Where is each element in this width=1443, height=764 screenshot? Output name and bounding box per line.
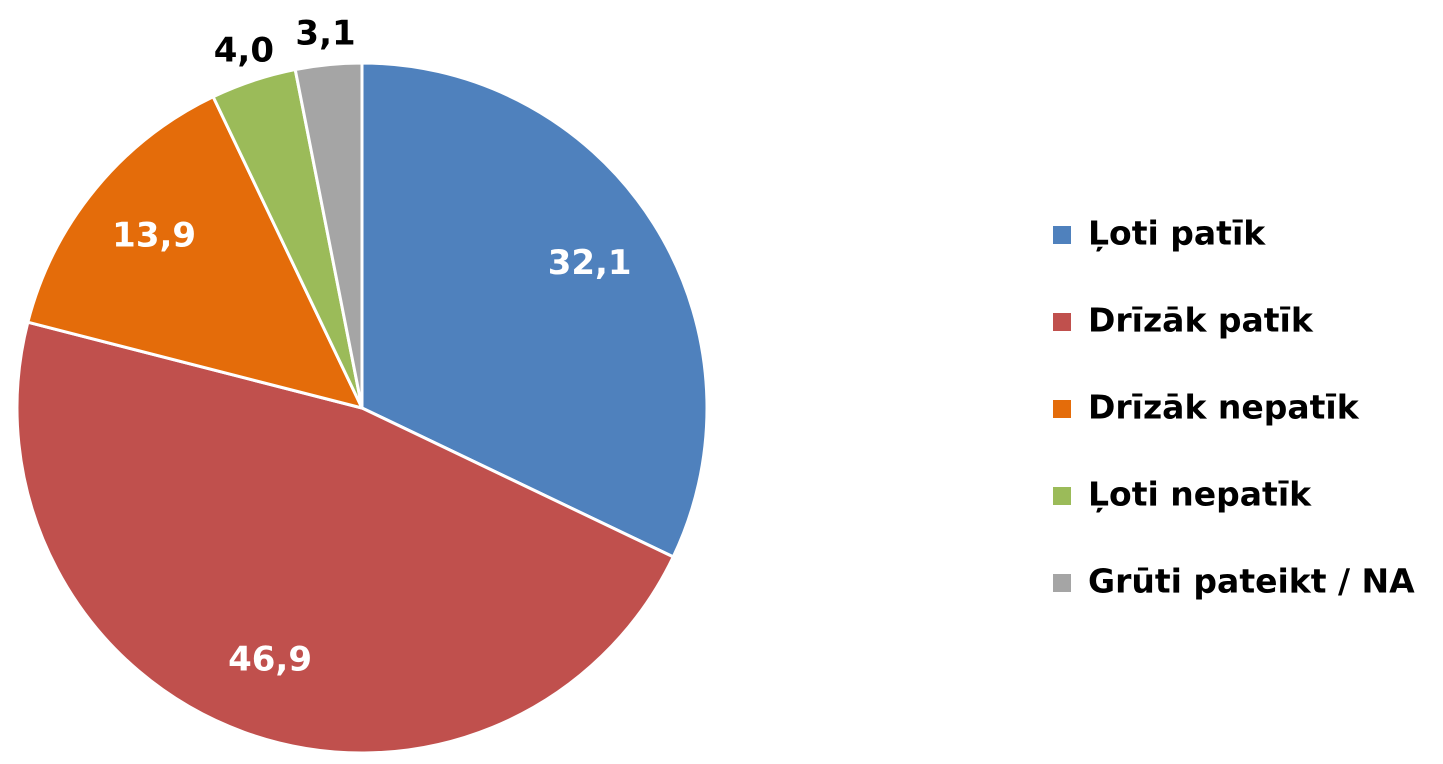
legend-swatch (1053, 400, 1071, 418)
legend-label: Drīzāk patīk (1088, 301, 1314, 340)
legend-swatch (1053, 487, 1071, 505)
legend-swatch (1053, 313, 1071, 331)
legend-label: Drīzāk nepatīk (1088, 388, 1360, 427)
data-label: 46,9 (228, 639, 312, 679)
data-label: 4,0 (214, 31, 274, 71)
pie-slice (15, 320, 676, 755)
data-label: 32,1 (548, 243, 632, 283)
legend-label: Grūti pateikt / NA (1088, 562, 1415, 601)
data-label: 13,9 (112, 216, 196, 256)
legend-swatch (1053, 226, 1071, 244)
data-label: 3,1 (295, 13, 355, 53)
pie-slice (293, 61, 364, 409)
pie-slice (360, 61, 709, 559)
legend-label: Ļoti nepatīk (1088, 475, 1312, 514)
legend-swatch (1053, 574, 1071, 592)
legend-label: Ļoti patīk (1088, 214, 1266, 253)
pie-slice (26, 94, 365, 411)
